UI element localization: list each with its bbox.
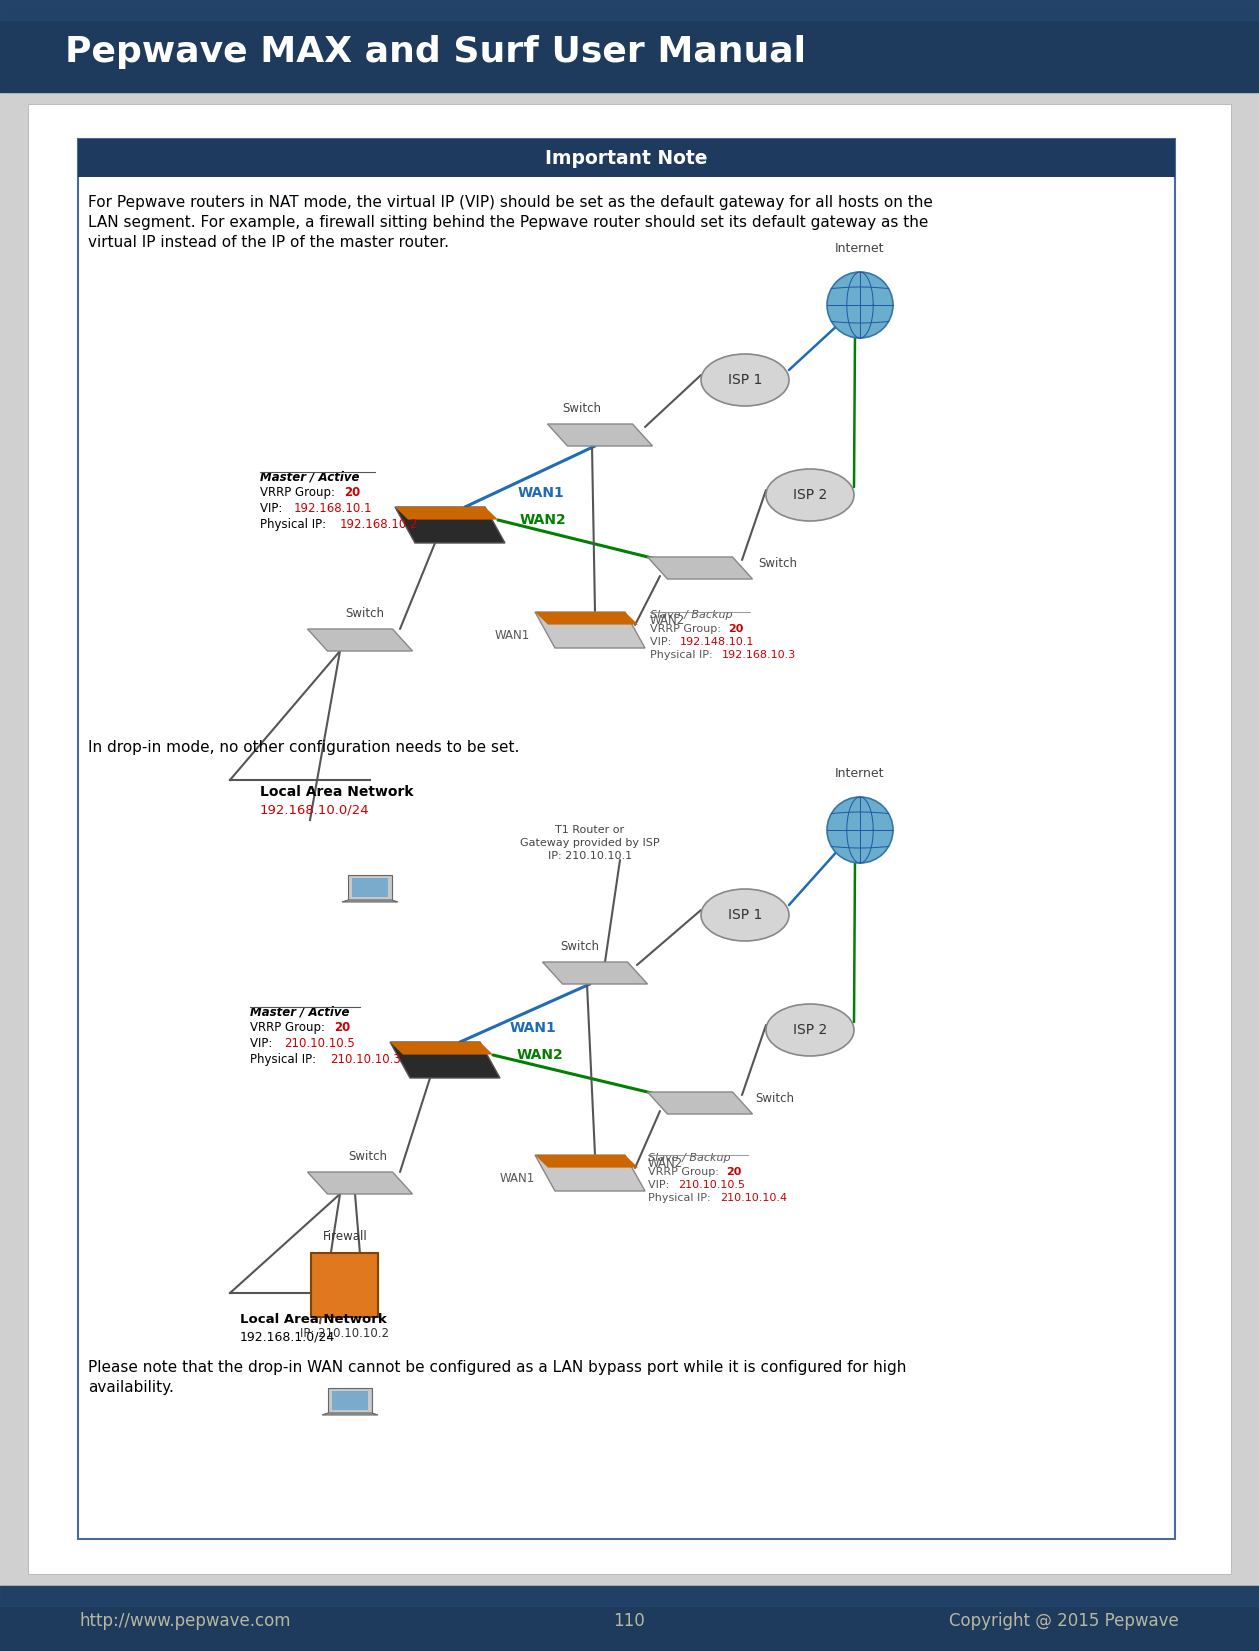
Text: 192.168.1.0/24: 192.168.1.0/24	[240, 1331, 335, 1342]
Text: Switch: Switch	[755, 1091, 794, 1105]
Polygon shape	[342, 900, 398, 901]
Polygon shape	[647, 556, 753, 580]
Polygon shape	[353, 878, 388, 896]
Text: 20: 20	[344, 485, 360, 499]
Polygon shape	[548, 424, 652, 446]
Polygon shape	[647, 1091, 753, 1114]
Ellipse shape	[765, 469, 854, 522]
Text: Pepwave MAX and Surf User Manual: Pepwave MAX and Surf User Manual	[65, 35, 806, 69]
Polygon shape	[322, 1413, 378, 1415]
Text: T1 Router or
Gateway provided by ISP
IP: 210.10.10.1: T1 Router or Gateway provided by ISP IP:…	[520, 826, 660, 862]
FancyBboxPatch shape	[78, 139, 1175, 1539]
Text: Slave / Backup: Slave / Backup	[650, 609, 733, 621]
Text: Switch: Switch	[758, 556, 797, 570]
Text: 192.168.10.1: 192.168.10.1	[295, 502, 373, 515]
Polygon shape	[535, 1156, 645, 1190]
Text: 192.168.10.0/24: 192.168.10.0/24	[261, 802, 370, 816]
Polygon shape	[307, 1172, 413, 1194]
Polygon shape	[395, 507, 505, 543]
Text: Internet: Internet	[835, 243, 885, 254]
Text: Switch: Switch	[563, 401, 602, 414]
Text: 20: 20	[726, 1167, 742, 1177]
Text: WAN2: WAN2	[650, 614, 685, 626]
Text: Firewall: Firewall	[322, 1230, 368, 1243]
Text: Physical IP:: Physical IP:	[648, 1194, 714, 1204]
Text: WAN1: WAN1	[510, 1020, 556, 1035]
Polygon shape	[535, 613, 638, 624]
Text: In drop-in mode, no other configuration needs to be set.: In drop-in mode, no other configuration …	[88, 740, 520, 755]
Text: WAN1: WAN1	[495, 629, 530, 642]
Polygon shape	[390, 1042, 494, 1055]
Polygon shape	[535, 1156, 638, 1167]
FancyBboxPatch shape	[78, 139, 1175, 177]
Text: ISP 1: ISP 1	[728, 373, 762, 386]
Text: WAN2: WAN2	[517, 1048, 564, 1062]
FancyBboxPatch shape	[28, 104, 1231, 1573]
Text: VRRP Group:: VRRP Group:	[648, 1167, 723, 1177]
Text: Physical IP:: Physical IP:	[251, 1053, 320, 1067]
Text: IP: 210.10.10.2: IP: 210.10.10.2	[301, 1327, 389, 1341]
Text: 210.10.10.5: 210.10.10.5	[679, 1180, 745, 1190]
Ellipse shape	[701, 888, 789, 941]
Text: VRRP Group:: VRRP Group:	[261, 485, 339, 499]
Text: 210.10.10.3: 210.10.10.3	[330, 1053, 400, 1067]
Polygon shape	[395, 507, 499, 520]
Text: Copyright @ 2015 Pepwave: Copyright @ 2015 Pepwave	[949, 1611, 1178, 1630]
Text: Local Area Network: Local Area Network	[261, 784, 413, 799]
Ellipse shape	[765, 1004, 854, 1057]
Text: For Pepwave routers in NAT mode, the virtual IP (VIP) should be set as the defau: For Pepwave routers in NAT mode, the vir…	[88, 195, 933, 249]
Polygon shape	[535, 613, 645, 647]
Text: VRRP Group:: VRRP Group:	[650, 624, 724, 634]
Text: http://www.pepwave.com: http://www.pepwave.com	[81, 1611, 292, 1630]
Text: 210.10.10.4: 210.10.10.4	[720, 1194, 787, 1204]
FancyBboxPatch shape	[311, 1253, 379, 1317]
Text: ISP 2: ISP 2	[793, 1024, 827, 1037]
Text: Master / Active: Master / Active	[251, 1005, 350, 1019]
Polygon shape	[347, 875, 392, 900]
Text: 192.168.10.2: 192.168.10.2	[340, 518, 418, 532]
Text: WAN2: WAN2	[648, 1156, 684, 1169]
Text: Physical IP:: Physical IP:	[650, 650, 716, 660]
Text: Please note that the drop-in WAN cannot be configured as a LAN bypass port while: Please note that the drop-in WAN cannot …	[88, 1360, 906, 1395]
Text: Slave / Backup: Slave / Backup	[648, 1152, 730, 1162]
Text: Physical IP:: Physical IP:	[261, 518, 330, 532]
Text: VRRP Group:: VRRP Group:	[251, 1020, 329, 1034]
Text: WAN1: WAN1	[500, 1172, 535, 1184]
Polygon shape	[307, 629, 413, 650]
Text: 110: 110	[613, 1611, 645, 1630]
Polygon shape	[332, 1392, 368, 1410]
Polygon shape	[390, 1042, 500, 1078]
Polygon shape	[543, 963, 647, 984]
Circle shape	[827, 797, 893, 863]
Text: ISP 2: ISP 2	[793, 489, 827, 502]
Text: Switch: Switch	[345, 608, 384, 621]
Text: WAN2: WAN2	[520, 513, 567, 527]
Text: VIP:: VIP:	[261, 502, 286, 515]
Text: 20: 20	[334, 1020, 350, 1034]
Ellipse shape	[701, 353, 789, 406]
Text: 192.168.10.3: 192.168.10.3	[721, 650, 796, 660]
Text: Local Area Network: Local Area Network	[240, 1313, 387, 1326]
Text: Internet: Internet	[835, 768, 885, 779]
Polygon shape	[329, 1388, 371, 1413]
Text: Switch: Switch	[349, 1151, 388, 1162]
Text: ISP 1: ISP 1	[728, 908, 762, 921]
Text: VIP:: VIP:	[650, 637, 675, 647]
Text: VIP:: VIP:	[648, 1180, 672, 1190]
Text: Switch: Switch	[560, 939, 599, 953]
Text: Important Note: Important Note	[545, 149, 708, 167]
Circle shape	[827, 272, 893, 338]
Text: Master / Active: Master / Active	[261, 471, 360, 484]
Text: WAN1: WAN1	[517, 485, 565, 500]
Text: 192.148.10.1: 192.148.10.1	[680, 637, 754, 647]
Text: 210.10.10.5: 210.10.10.5	[285, 1037, 355, 1050]
Text: 20: 20	[728, 624, 743, 634]
Text: VIP:: VIP:	[251, 1037, 276, 1050]
